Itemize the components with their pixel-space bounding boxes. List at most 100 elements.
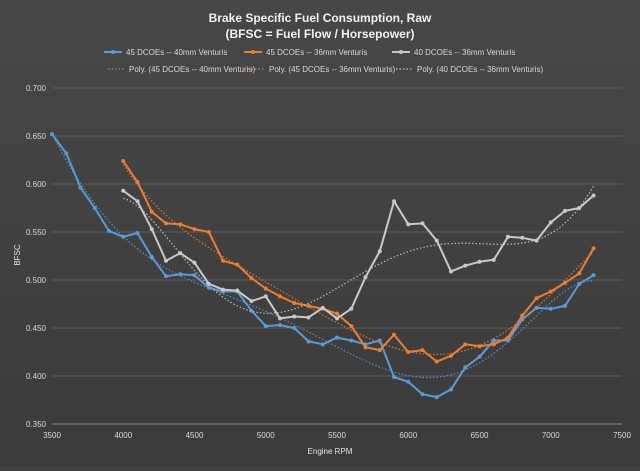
data-point — [477, 354, 482, 359]
data-point — [434, 238, 439, 243]
legend-label: Poly. (40 DCOEs -- 36mm Venturis) — [417, 65, 543, 74]
x-tick-label: 5500 — [328, 431, 346, 440]
y-axis-title: BFSC — [13, 244, 22, 266]
data-point — [463, 263, 468, 268]
data-point — [577, 281, 582, 286]
data-point — [263, 286, 268, 291]
data-point — [50, 132, 54, 137]
data-point — [192, 227, 197, 232]
data-point — [149, 209, 154, 214]
chart-subtitle: (BFSC = Fuel Flow / Horsepower) — [225, 27, 414, 41]
data-point — [392, 199, 396, 204]
data-point — [192, 273, 197, 278]
data-point — [377, 348, 382, 353]
x-tick-label: 5000 — [257, 431, 275, 440]
data-point — [306, 303, 311, 308]
y-tick-label: 0.500 — [26, 276, 47, 285]
data-point — [349, 324, 354, 329]
legend: 45 DCOEs -- 40mm Venturis 45 DCOEs -- 36m… — [104, 48, 543, 74]
data-point — [506, 335, 510, 340]
data-point — [563, 303, 567, 308]
data-point — [577, 206, 582, 210]
legend-label: 45 DCOEs -- 40mm Venturis — [126, 48, 227, 57]
y-tick-label: 0.650 — [26, 132, 47, 141]
data-point — [520, 313, 525, 318]
data-point — [164, 274, 168, 279]
x-tick-label: 6000 — [399, 431, 417, 440]
data-point — [278, 294, 282, 299]
data-point — [563, 208, 567, 213]
series-layer — [50, 132, 596, 400]
y-tick-label: 0.350 — [26, 420, 47, 429]
data-point — [107, 229, 111, 234]
data-point — [278, 323, 282, 328]
axes: 0.350 0.400 0.450 0.500 0.550 0.600 0.650 0.700… — [26, 84, 631, 440]
data-point — [434, 395, 439, 400]
y-tick-label: 0.700 — [26, 84, 47, 93]
data-point — [591, 246, 596, 251]
legend-label: Poly. (45 DCOEs -- 36mm Venturis) — [269, 65, 395, 74]
y-tick-label: 0.600 — [26, 180, 47, 189]
legend-item: 45 DCOEs -- 40mm Venturis — [104, 48, 227, 57]
legend-item: 45 DCOEs -- 36mm Venturis — [244, 48, 367, 57]
data-point — [491, 257, 496, 262]
data-point — [249, 299, 254, 304]
series-line — [122, 189, 595, 320]
data-point — [64, 151, 69, 156]
data-point — [135, 230, 140, 235]
data-point — [520, 235, 525, 240]
data-point — [406, 350, 411, 354]
data-point — [78, 185, 83, 190]
data-point — [320, 342, 325, 347]
trendline — [51, 133, 594, 379]
data-point — [178, 222, 183, 227]
data-point — [392, 332, 396, 337]
data-point — [206, 230, 211, 234]
data-point — [420, 348, 425, 353]
x-tick-label: 6500 — [471, 431, 489, 440]
data-point — [363, 345, 368, 350]
data-point — [263, 324, 268, 329]
data-point — [449, 269, 453, 274]
data-point — [406, 222, 411, 227]
data-point — [292, 301, 297, 306]
data-point — [463, 365, 468, 370]
data-point — [221, 287, 225, 292]
data-point — [292, 314, 297, 319]
data-point — [235, 262, 240, 267]
data-point — [178, 251, 183, 256]
x-tick-label: 4000 — [114, 431, 132, 440]
data-point — [121, 188, 126, 193]
data-point — [548, 306, 553, 311]
legend-marker — [399, 50, 403, 54]
data-point — [306, 315, 311, 320]
data-point — [249, 276, 254, 281]
legend-item: Poly. (40 DCOEs -- 36mm Venturis) — [396, 65, 543, 74]
data-point — [577, 271, 582, 276]
data-point — [121, 158, 126, 163]
data-point — [135, 199, 140, 204]
data-point — [491, 338, 496, 343]
data-point — [192, 260, 197, 265]
legend-item: 40 DCOEs -- 36mm Venturis — [392, 48, 515, 57]
data-point — [135, 180, 140, 185]
series-2 — [121, 158, 596, 364]
data-point — [406, 379, 411, 384]
data-point — [206, 281, 211, 286]
data-point — [121, 234, 126, 239]
legend-item: Poly. (45 DCOEs -- 36mm Venturis) — [248, 65, 395, 74]
data-point — [449, 387, 453, 392]
data-point — [306, 339, 311, 344]
data-point — [463, 342, 468, 347]
legend-label: 40 DCOEs -- 36mm Venturis — [414, 48, 515, 57]
x-tick-label: 3500 — [43, 431, 61, 440]
legend-label: 45 DCOEs -- 36mm Venturis — [266, 48, 367, 57]
data-point — [506, 234, 510, 239]
y-tick-label: 0.550 — [26, 228, 47, 237]
y-tick-label: 0.400 — [26, 372, 47, 381]
data-point — [363, 275, 368, 280]
data-point — [434, 359, 439, 364]
data-point — [263, 294, 268, 299]
data-point — [491, 342, 496, 347]
data-point — [249, 308, 254, 313]
